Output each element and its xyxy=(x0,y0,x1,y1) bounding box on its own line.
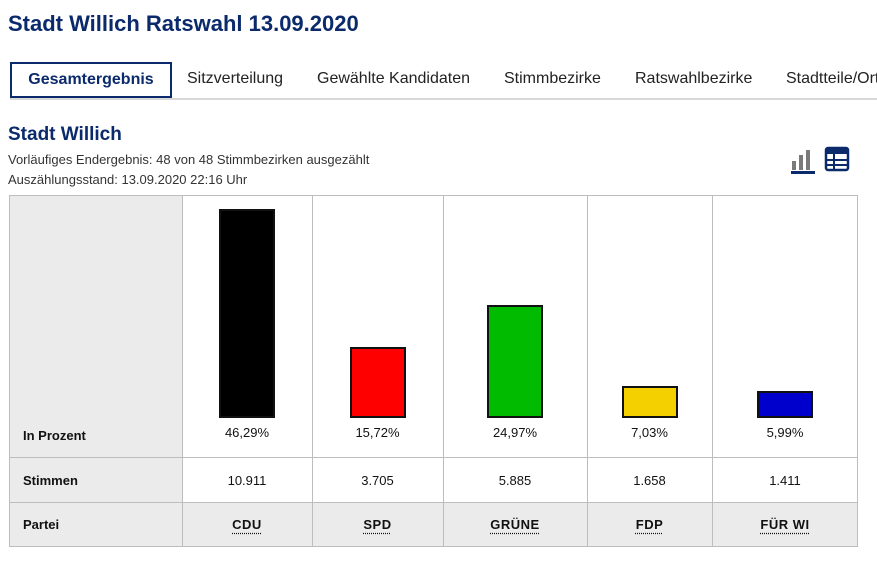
grid-column-divider xyxy=(712,195,713,547)
party-link[interactable]: SPD xyxy=(363,517,392,532)
count-timestamp: Auszählungsstand: 13.09.2020 22:16 Uhr xyxy=(8,172,248,187)
bar-2[interactable] xyxy=(487,305,543,418)
votes-value: 3.705 xyxy=(361,473,394,488)
row-label-percent: In Prozent xyxy=(23,428,86,443)
grid-column-divider xyxy=(312,195,313,547)
results-chart-table: In Prozent Stimmen Partei 46,29% 10.911 CD… xyxy=(9,195,858,547)
tab-bar: Gesamtergebnis Sitzverteilung Gewählte K… xyxy=(10,62,877,100)
percent-label: 7,03% xyxy=(631,425,668,440)
bar-1[interactable] xyxy=(349,347,406,418)
section-title: Stadt Willich xyxy=(8,124,122,145)
grid-column-divider xyxy=(587,195,588,547)
bar-chart-icon[interactable] xyxy=(789,146,817,174)
grid-row-divider xyxy=(9,457,858,458)
bar-4[interactable] xyxy=(757,391,813,418)
grid-row-divider xyxy=(9,502,858,503)
tab-sitzverteilung[interactable]: Sitzverteilung xyxy=(187,70,284,87)
votes-value: 1.658 xyxy=(633,473,666,488)
tab-ratswahlbezirke[interactable]: Ratswahlbezirke xyxy=(635,70,753,87)
count-status: Vorläufiges Endergebnis: 48 von 48 Stimm… xyxy=(8,152,370,167)
party-link[interactable]: FDP xyxy=(635,517,664,532)
tab-stadtteile[interactable]: Stadtteile/Ort xyxy=(786,70,877,87)
party-link[interactable]: CDU xyxy=(232,517,262,532)
bar-0[interactable] xyxy=(219,209,275,418)
tab-stimmbezirke[interactable]: Stimmbezirke xyxy=(504,70,601,87)
label-column xyxy=(9,195,182,547)
party-link[interactable]: GRÜNE xyxy=(490,517,540,532)
row-label-votes: Stimmen xyxy=(23,473,78,488)
percent-label: 24,97% xyxy=(492,425,538,440)
percent-label: 5,99% xyxy=(766,425,804,440)
percent-label: 46,29% xyxy=(224,425,270,440)
party-link[interactable]: FÜR WI xyxy=(760,517,810,532)
votes-value: 5.885 xyxy=(498,473,532,488)
grid-border-bottom xyxy=(9,546,858,547)
table-icon[interactable] xyxy=(824,146,850,172)
votes-value: 1.411 xyxy=(769,473,801,488)
tab-gewaehlte-kandidaten[interactable]: Gewählte Kandidaten xyxy=(317,70,470,87)
percent-label: 15,72% xyxy=(355,425,400,440)
grid-column-divider xyxy=(182,195,183,547)
bar-3[interactable] xyxy=(621,386,678,418)
page-title: Stadt Willich Ratswahl 13.09.2020 xyxy=(8,11,359,36)
grid-border-right xyxy=(857,195,858,547)
grid-border-left xyxy=(9,195,10,547)
party-row xyxy=(182,502,858,547)
row-label-party: Partei xyxy=(23,517,60,532)
grid-column-divider xyxy=(443,195,444,547)
tab-gesamtergebnis[interactable]: Gesamtergebnis xyxy=(10,62,172,98)
votes-value: 10.911 xyxy=(227,473,267,488)
grid-border-top xyxy=(9,195,858,196)
